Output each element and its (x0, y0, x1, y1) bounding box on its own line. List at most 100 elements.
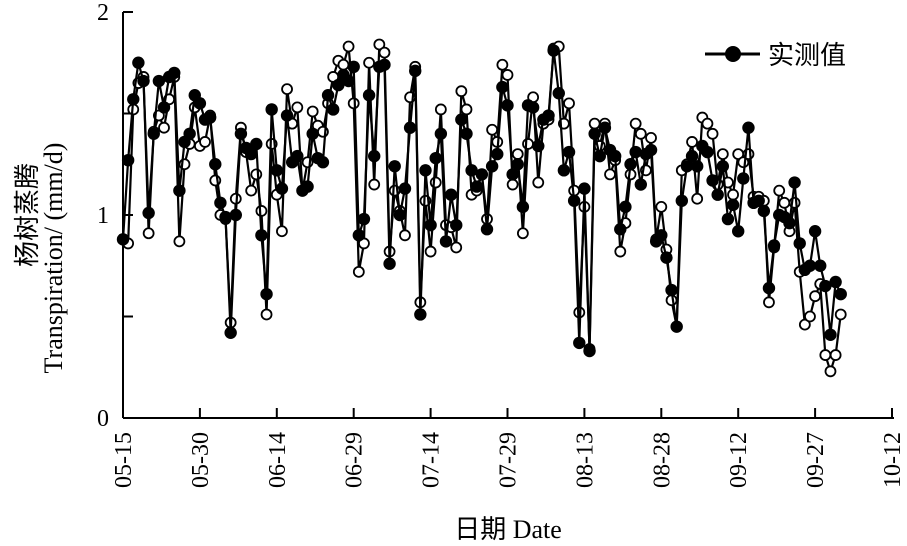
data-point-open (701, 117, 714, 130)
data-point-filled (378, 58, 391, 71)
series-layer (116, 38, 847, 378)
data-point-filled (814, 259, 827, 272)
data-point-filled (716, 160, 730, 173)
data-point-open (363, 56, 375, 69)
data-point-open (373, 38, 386, 51)
data-point-open (142, 227, 155, 240)
data-point-open (604, 168, 616, 181)
data-point-filled (168, 66, 181, 80)
data-point-filled (562, 145, 576, 159)
data-point-open (588, 117, 601, 130)
data-point-filled (203, 111, 217, 124)
x-tick-labels: 05-15 05-30 06-14 06-29 07-14 07-29 08-13 08-28… (111, 432, 906, 488)
data-point-open (773, 184, 786, 197)
data-point-filled (788, 176, 801, 189)
data-point-open (506, 178, 519, 191)
data-point-filled (424, 218, 437, 232)
data-point-open (450, 241, 463, 254)
data-point-filled (532, 139, 545, 153)
data-point-open (763, 296, 775, 309)
data-point-open (819, 349, 832, 361)
data-point-filled (624, 158, 637, 171)
data-point-open (511, 148, 524, 161)
x-tick-label: 08-13 (572, 432, 598, 488)
data-point-open (199, 136, 211, 148)
data-point-filled (634, 178, 647, 191)
data-point-open (522, 138, 534, 150)
data-point-open (281, 83, 293, 96)
data-point-filled (229, 208, 242, 222)
data-point-filled (291, 149, 304, 163)
data-point-filled (547, 44, 560, 57)
data-point-filled (316, 156, 330, 169)
data-point-filled (552, 87, 565, 100)
data-point-filled (573, 336, 586, 350)
data-point-filled (742, 121, 755, 134)
data-point-open (778, 196, 791, 209)
data-point-filled (655, 229, 668, 242)
data-point-filled (439, 235, 453, 248)
data-point-filled (450, 218, 463, 232)
data-point-filled (737, 172, 750, 185)
data-point-open (429, 176, 442, 189)
data-point-filled (183, 127, 196, 140)
data-point-filled (526, 101, 540, 114)
data-point-filled (137, 74, 150, 88)
y-axis-title-chinese: 杨树蒸腾 (13, 163, 42, 267)
data-point-filled (127, 93, 140, 106)
data-point-open (804, 310, 816, 323)
data-point-filled (270, 164, 283, 177)
data-point-filled (732, 225, 745, 238)
data-point-filled (588, 127, 601, 140)
data-point-open (342, 40, 355, 53)
y-tick-label: 1 (97, 203, 109, 229)
data-point-open (486, 123, 499, 136)
data-point-filled (234, 127, 248, 140)
data-point-filled (644, 143, 658, 157)
data-point-filled (455, 113, 468, 126)
x-tick-label: 06-14 (265, 432, 291, 488)
data-point-open (424, 245, 437, 258)
data-point-filled (485, 160, 499, 173)
data-point-filled (152, 74, 166, 88)
data-point-open (614, 245, 627, 258)
data-point-filled (393, 208, 407, 222)
y-tick-labels: 0 1 2 (97, 0, 109, 432)
data-point-filled (808, 225, 822, 238)
data-point-filled (434, 127, 448, 140)
y-axis-title-group: 杨树蒸腾 Transpiration/ (mm/d) (13, 143, 68, 374)
data-point-open (337, 58, 350, 71)
data-point-open (634, 127, 647, 140)
data-point-filled (465, 164, 478, 177)
data-point-filled (619, 200, 632, 214)
data-point-filled (583, 344, 596, 358)
data-point-open (501, 69, 514, 81)
y-tick-label: 2 (97, 0, 109, 26)
data-point-filled (116, 233, 130, 246)
data-point-filled (803, 259, 817, 272)
data-point-filled (414, 308, 427, 321)
data-point-filled (680, 160, 694, 173)
data-point-open (260, 308, 273, 321)
data-point-open (378, 46, 391, 59)
data-point-open (655, 200, 668, 213)
data-point-filled (157, 101, 171, 114)
data-point-open (158, 121, 170, 134)
axes (122, 11, 894, 419)
data-point-filled (701, 145, 714, 159)
data-point-filled (409, 64, 422, 78)
data-point-open (706, 127, 719, 140)
data-point-filled (362, 89, 376, 102)
data-point-open (516, 227, 529, 240)
y-axis-title-english: Transpiration/ (mm/d) (39, 143, 68, 374)
x-axis-title: 日期 Date (454, 515, 562, 544)
data-point-open (532, 176, 545, 189)
data-point-open (686, 136, 698, 148)
data-point-open (173, 235, 186, 248)
data-point-open (368, 178, 381, 191)
data-point-filled (660, 251, 673, 264)
data-point-filled (332, 78, 345, 92)
data-point-filled (608, 149, 622, 163)
y-tick-label: 0 (97, 406, 109, 432)
data-point-filled (444, 188, 458, 201)
